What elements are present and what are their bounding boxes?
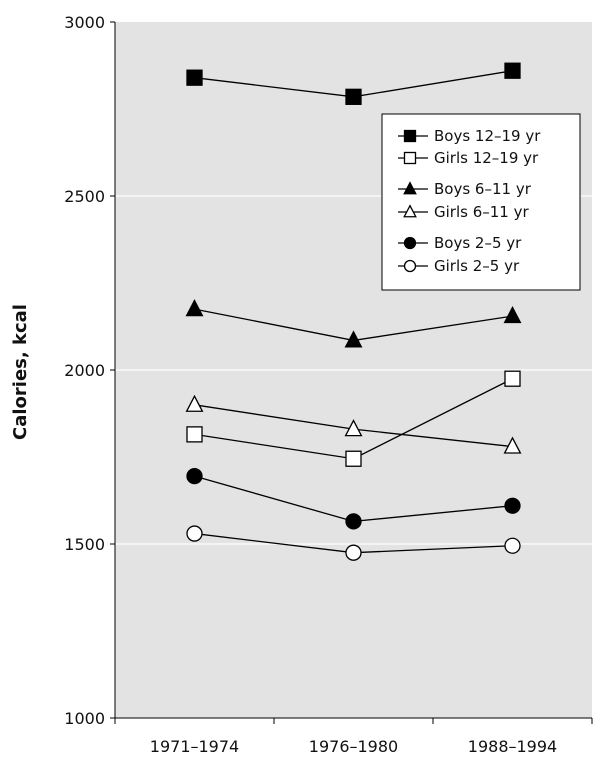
series	[186, 467, 521, 530]
series	[186, 525, 521, 561]
data-point	[344, 419, 363, 437]
data-point	[504, 537, 521, 554]
data-point	[403, 181, 417, 195]
series	[185, 394, 522, 454]
data-point	[185, 299, 204, 317]
y-tick-labels: 1000 1500 2000 2500 3000	[64, 13, 105, 728]
x-tick-label: 1971–1974	[150, 737, 239, 756]
data-point	[503, 306, 522, 324]
x-tick-label: 1976–1980	[309, 737, 398, 756]
series	[186, 370, 521, 467]
y-tick-label: 2000	[64, 361, 105, 380]
data-point	[403, 151, 417, 165]
legend-label: Girls 12–19 yr	[434, 149, 539, 167]
data-point	[185, 394, 204, 412]
y-tick-label: 2500	[64, 187, 105, 206]
data-point	[345, 450, 362, 467]
y-axis-label: Calories, kcal	[10, 304, 31, 440]
data-point	[504, 497, 521, 514]
data-point	[403, 204, 417, 218]
data-point	[403, 129, 417, 143]
legend-item: Girls 12–19 yr	[398, 149, 539, 167]
x-tick-labels: 1971–1974 1976–1980 1988–1994	[150, 737, 557, 756]
series	[185, 299, 522, 348]
data-point	[504, 62, 521, 79]
y-tick-label: 1000	[64, 709, 105, 728]
legend-item: Girls 6–11 yr	[398, 203, 529, 221]
legend-label: Boys 12–19 yr	[434, 127, 541, 145]
series	[186, 62, 521, 105]
legend-item: Boys 12–19 yr	[398, 127, 541, 145]
x-tick-label: 1988–1994	[468, 737, 557, 756]
legend-label: Boys 6–11 yr	[434, 180, 532, 198]
legend: Boys 12–19 yr Girls 12–19 yr Boys 6–11 yr G…	[381, 113, 581, 291]
legend-label: Girls 6–11 yr	[434, 203, 529, 221]
data-point	[186, 69, 203, 86]
legend-item: Boys 2–5 yr	[398, 234, 522, 252]
legend-item: Girls 2–5 yr	[398, 257, 520, 275]
data-point	[345, 88, 362, 105]
data-point	[344, 330, 363, 348]
data-point	[186, 426, 203, 443]
y-tick-label: 3000	[64, 13, 105, 32]
data-point	[186, 525, 203, 542]
legend-label: Boys 2–5 yr	[434, 234, 522, 252]
data-point	[403, 236, 417, 250]
legend-box	[381, 113, 581, 291]
data-point	[503, 436, 522, 454]
data-point	[403, 259, 417, 273]
data-point	[345, 513, 362, 530]
legend-item: Boys 6–11 yr	[398, 180, 532, 198]
data-point	[186, 467, 203, 485]
data-point	[345, 544, 362, 561]
legend-label: Girls 2–5 yr	[434, 257, 520, 275]
series-group	[185, 62, 522, 561]
axes	[110, 21, 593, 724]
y-tick-label: 1500	[64, 535, 105, 554]
data-point	[504, 370, 521, 387]
